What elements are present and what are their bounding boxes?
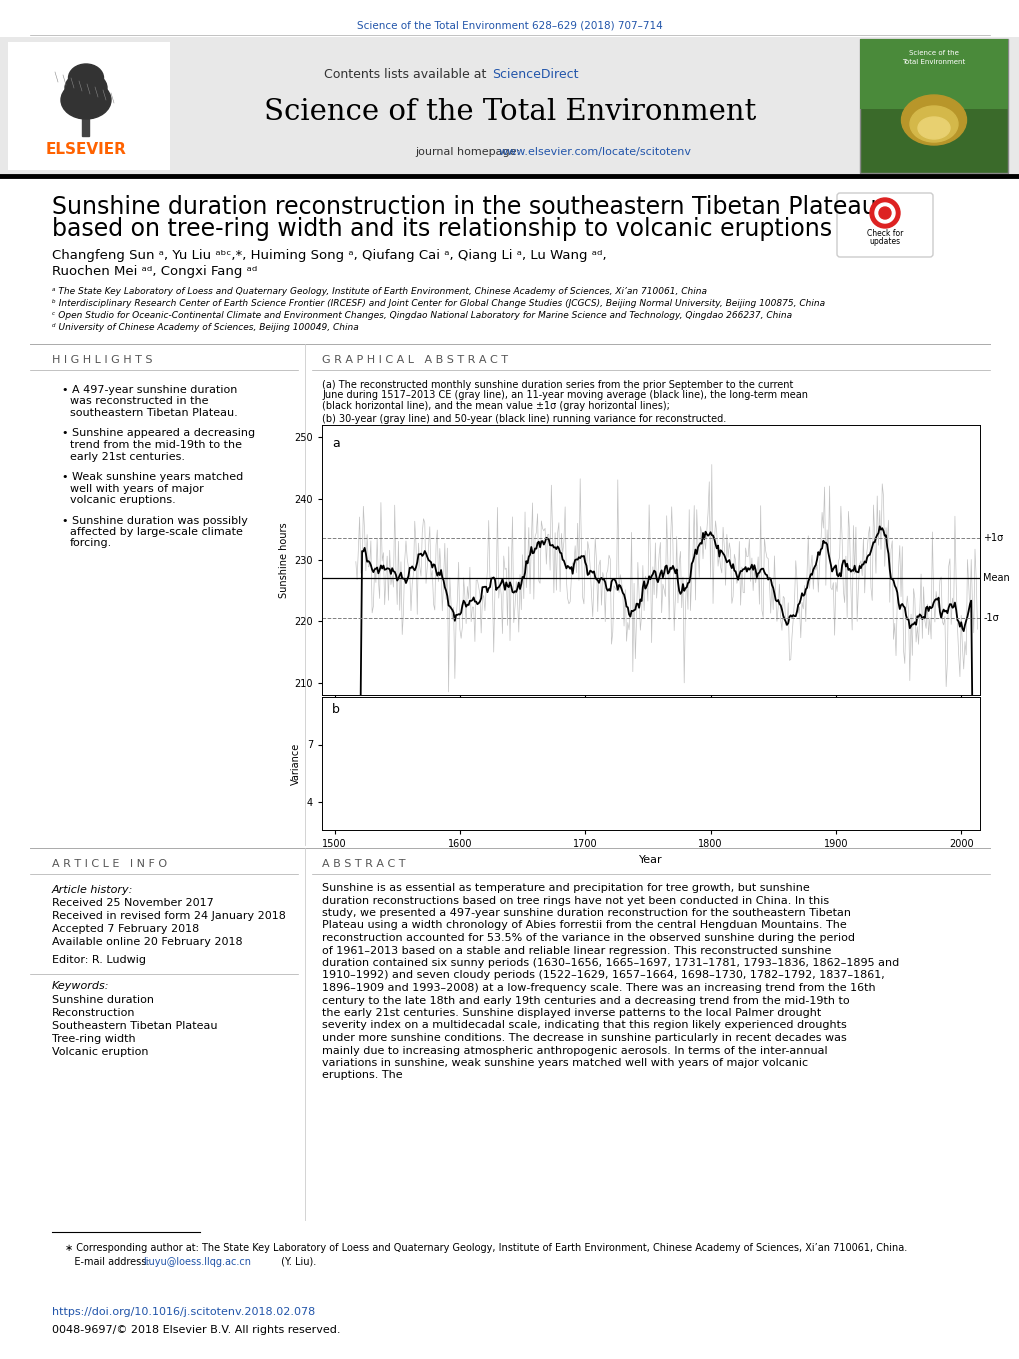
Text: (a) The reconstructed monthly sunshine duration series from the prior September : (a) The reconstructed monthly sunshine d… (322, 381, 793, 390)
Text: Keywords:: Keywords: (52, 981, 109, 991)
Text: Tree-ring width: Tree-ring width (52, 1034, 136, 1044)
Text: ᵇ Interdisciplinary Research Center of Earth Science Frontier (IRCESF) and Joint: ᵇ Interdisciplinary Research Center of E… (52, 299, 824, 308)
Text: affected by large-scale climate: affected by large-scale climate (70, 527, 243, 537)
Text: Sunshine is as essential as temperature and precipitation for tree growth, but s: Sunshine is as essential as temperature … (322, 883, 809, 893)
Text: Southeastern Tibetan Plateau: Southeastern Tibetan Plateau (52, 1021, 217, 1031)
Text: Ruochen Mei ᵃᵈ, Congxi Fang ᵃᵈ: Ruochen Mei ᵃᵈ, Congxi Fang ᵃᵈ (52, 265, 257, 277)
Text: A R T I C L E   I N F O: A R T I C L E I N F O (52, 859, 167, 868)
Ellipse shape (901, 95, 966, 145)
Text: Sunshine duration reconstruction in the southeastern Tibetan Plateau: Sunshine duration reconstruction in the … (52, 194, 876, 219)
Text: of 1961–2013 based on a stable and reliable linear regression. This reconstructe: of 1961–2013 based on a stable and relia… (322, 946, 830, 955)
Text: based on tree-ring width and its relationship to volcanic eruptions: based on tree-ring width and its relatio… (52, 217, 832, 241)
Text: Science of the Total Environment: Science of the Total Environment (264, 98, 755, 126)
Text: ELSEVIER: ELSEVIER (46, 143, 126, 158)
Text: duration reconstructions based on tree rings have not yet been conducted in Chin: duration reconstructions based on tree r… (322, 896, 828, 905)
Text: reconstruction accounted for 53.5% of the variance in the observed sunshine duri: reconstruction accounted for 53.5% of th… (322, 934, 854, 943)
Text: variations in sunshine, weak sunshine years matched well with years of major vol: variations in sunshine, weak sunshine ye… (322, 1059, 807, 1068)
Text: Total Environment: Total Environment (902, 58, 965, 65)
Text: Science of the Total Environment 628–629 (2018) 707–714: Science of the Total Environment 628–629… (357, 20, 662, 31)
Text: well with years of major: well with years of major (70, 484, 204, 493)
Text: Available online 20 February 2018: Available online 20 February 2018 (52, 936, 243, 947)
Text: ᵈ University of Chinese Academy of Sciences, Beijing 100049, China: ᵈ University of Chinese Academy of Scien… (52, 323, 359, 333)
Text: updates: updates (868, 238, 900, 246)
Text: Reconstruction: Reconstruction (52, 1008, 136, 1018)
Text: 1910–1992) and seven cloudy periods (1522–1629, 1657–1664, 1698–1730, 1782–1792,: 1910–1992) and seven cloudy periods (152… (322, 970, 883, 980)
FancyBboxPatch shape (8, 42, 170, 170)
Text: (black horizontal line), and the mean value ±1σ (gray horizontal lines);: (black horizontal line), and the mean va… (322, 401, 669, 410)
Text: Article history:: Article history: (52, 885, 133, 896)
Text: mainly due to increasing atmospheric anthropogenic aerosols. In terms of the int: mainly due to increasing atmospheric ant… (322, 1045, 826, 1056)
Text: early 21st centuries.: early 21st centuries. (70, 451, 184, 462)
Text: Check for: Check for (866, 228, 902, 238)
Text: H I G H L I G H T S: H I G H L I G H T S (52, 355, 153, 366)
Text: liuyu@loess.llqg.ac.cn: liuyu@loess.llqg.ac.cn (143, 1257, 251, 1267)
Text: • Sunshine duration was possibly: • Sunshine duration was possibly (62, 515, 248, 526)
X-axis label: Year: Year (639, 855, 662, 864)
Text: trend from the mid-19th to the: trend from the mid-19th to the (70, 440, 242, 450)
Text: Changfeng Sun ᵃ, Yu Liu ᵃᵇᶜ,*, Huiming Song ᵃ, Qiufang Cai ᵃ, Qiang Li ᵃ, Lu Wan: Changfeng Sun ᵃ, Yu Liu ᵃᵇᶜ,*, Huiming S… (52, 249, 606, 261)
Text: +1σ: +1σ (982, 534, 1003, 544)
Text: Received 25 November 2017: Received 25 November 2017 (52, 898, 214, 908)
FancyBboxPatch shape (859, 39, 1007, 173)
Text: Accepted 7 February 2018: Accepted 7 February 2018 (52, 924, 199, 934)
Text: https://doi.org/10.1016/j.scitotenv.2018.02.078: https://doi.org/10.1016/j.scitotenv.2018… (52, 1307, 315, 1317)
Text: b: b (331, 703, 339, 716)
Text: was reconstructed in the: was reconstructed in the (70, 397, 208, 406)
Text: ScienceDirect: ScienceDirect (491, 68, 578, 82)
Bar (82, 118, 89, 136)
Text: Science of the: Science of the (908, 50, 958, 56)
Text: Mean: Mean (982, 573, 1009, 583)
Text: forcing.: forcing. (70, 538, 112, 549)
Text: E-mail address:: E-mail address: (65, 1257, 153, 1267)
Text: southeastern Tibetan Plateau.: southeastern Tibetan Plateau. (70, 408, 237, 419)
Text: • A 497-year sunshine duration: • A 497-year sunshine duration (62, 385, 237, 395)
Text: • Sunshine appeared a decreasing: • Sunshine appeared a decreasing (62, 428, 255, 439)
Ellipse shape (65, 72, 107, 105)
Text: eruptions. The: eruptions. The (322, 1071, 403, 1080)
FancyBboxPatch shape (0, 37, 1019, 175)
Text: Sunshine duration: Sunshine duration (52, 995, 154, 1006)
Text: • Weak sunshine years matched: • Weak sunshine years matched (62, 472, 243, 482)
Text: duration contained six sunny periods (1630–1656, 1665–1697, 1731–1781, 1793–1836: duration contained six sunny periods (16… (322, 958, 899, 968)
Text: study, we presented a 497-year sunshine duration reconstruction for the southeas: study, we presented a 497-year sunshine … (322, 908, 850, 917)
FancyBboxPatch shape (837, 193, 932, 257)
Text: a: a (331, 436, 339, 450)
Text: (Y. Liu).: (Y. Liu). (278, 1257, 316, 1267)
Text: (b) 30-year (gray line) and 50-year (black line) running variance for reconstruc: (b) 30-year (gray line) and 50-year (bla… (322, 413, 726, 424)
Text: volcanic eruptions.: volcanic eruptions. (70, 495, 175, 506)
Text: 1896–1909 and 1993–2008) at a low-frequency scale. There was an increasing trend: 1896–1909 and 1993–2008) at a low-freque… (322, 983, 874, 993)
Text: severity index on a multidecadal scale, indicating that this region likely exper: severity index on a multidecadal scale, … (322, 1021, 846, 1030)
Text: journal homepage:: journal homepage: (415, 147, 523, 158)
Circle shape (878, 207, 891, 219)
Text: 0048-9697/© 2018 Elsevier B.V. All rights reserved.: 0048-9697/© 2018 Elsevier B.V. All right… (52, 1325, 340, 1335)
Text: ᵃ The State Key Laboratory of Loess and Quaternary Geology, Institute of Earth E: ᵃ The State Key Laboratory of Loess and … (52, 288, 706, 296)
Text: Plateau using a width chronology of Abies forrestii from the central Hengduan Mo: Plateau using a width chronology of Abie… (322, 920, 846, 931)
Text: century to the late 18th and early 19th centuries and a decreasing trend from th: century to the late 18th and early 19th … (322, 996, 849, 1006)
Y-axis label: Variance: Variance (290, 742, 301, 784)
FancyBboxPatch shape (859, 39, 1007, 109)
Circle shape (874, 202, 894, 223)
Text: A B S T R A C T: A B S T R A C T (322, 859, 406, 868)
Ellipse shape (909, 106, 957, 141)
Text: ∗ Corresponding author at: The State Key Laboratory of Loess and Quaternary Geol: ∗ Corresponding author at: The State Key… (65, 1243, 906, 1253)
Text: ᶜ Open Studio for Oceanic-Continental Climate and Environment Changes, Qingdao N: ᶜ Open Studio for Oceanic-Continental Cl… (52, 311, 792, 321)
Ellipse shape (917, 117, 949, 139)
Text: -1σ: -1σ (982, 613, 998, 622)
Y-axis label: Sunshine hours: Sunshine hours (278, 522, 288, 598)
Text: Contents lists available at: Contents lists available at (323, 68, 489, 82)
Circle shape (869, 198, 899, 228)
Ellipse shape (61, 82, 111, 120)
Text: G R A P H I C A L   A B S T R A C T: G R A P H I C A L A B S T R A C T (322, 355, 507, 366)
Ellipse shape (68, 64, 103, 92)
Text: Received in revised form 24 January 2018: Received in revised form 24 January 2018 (52, 911, 285, 921)
Text: the early 21st centuries. Sunshine displayed inverse patterns to the local Palme: the early 21st centuries. Sunshine displ… (322, 1008, 820, 1018)
Text: Volcanic eruption: Volcanic eruption (52, 1046, 149, 1057)
Text: under more sunshine conditions. The decrease in sunshine particularly in recent : under more sunshine conditions. The decr… (322, 1033, 846, 1042)
Text: Editor: R. Ludwig: Editor: R. Ludwig (52, 955, 146, 965)
Text: www.elsevier.com/locate/scitotenv: www.elsevier.com/locate/scitotenv (498, 147, 691, 158)
Text: June during 1517–2013 CE (gray line), an 11-year moving average (black line), th: June during 1517–2013 CE (gray line), an… (322, 390, 807, 401)
